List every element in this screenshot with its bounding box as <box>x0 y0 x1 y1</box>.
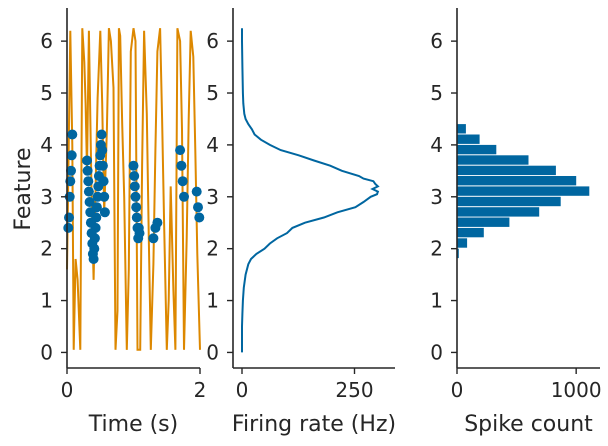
spike-point <box>128 160 139 171</box>
y-tick-label: 1 <box>206 289 219 313</box>
spike-point <box>66 165 76 176</box>
histogram-bar <box>457 165 556 176</box>
y-tick-label: 6 <box>430 29 443 53</box>
histogram-bar <box>457 124 466 134</box>
y-axis-label: Feature <box>11 147 36 230</box>
histogram-bar <box>457 134 480 144</box>
y-tick-label: 4 <box>430 133 443 157</box>
spike-point <box>99 207 110 218</box>
x-axis-label: Time (s) <box>88 412 178 437</box>
trajectory-line <box>66 27 201 351</box>
spike-point <box>191 186 202 197</box>
x-tick-label: 2 <box>194 378 207 402</box>
y-tick-label: 6 <box>40 29 53 53</box>
spike-point <box>97 145 108 156</box>
y-tick-label: 3 <box>40 185 53 209</box>
spike-point <box>176 160 187 171</box>
y-tick-label: 2 <box>430 237 443 261</box>
spike-point <box>83 186 94 197</box>
spike-point <box>175 145 186 156</box>
y-tick-label: 4 <box>40 133 53 157</box>
spike-point <box>91 202 102 213</box>
histogram-bar <box>457 186 590 196</box>
y-tick-label: 1 <box>430 289 443 313</box>
tuning-panel: 0 1 2 3 4 5 6 0 250 Firing rate (Hz) <box>206 8 396 437</box>
y-tick-label: 2 <box>40 237 53 261</box>
y-tick-label: 4 <box>206 133 219 157</box>
spike-point <box>131 202 142 213</box>
spike-point <box>63 222 74 233</box>
histogram-bar <box>457 144 497 155</box>
histogram-bar <box>457 248 459 259</box>
spike-point <box>177 176 188 187</box>
spike-point <box>129 171 140 181</box>
x-tick-label: 0 <box>61 378 74 402</box>
spike-point <box>134 228 145 239</box>
spike-point <box>99 191 110 202</box>
y-tick-label: 5 <box>206 81 219 105</box>
spike-point <box>130 191 141 202</box>
spike-point <box>194 212 205 223</box>
x-tick-label: 250 <box>335 378 373 402</box>
spike-point <box>152 217 163 228</box>
spike-point <box>89 233 100 244</box>
spike-point <box>88 254 99 264</box>
spike-point <box>193 202 203 213</box>
spike-point <box>84 197 95 207</box>
spike-point <box>67 129 78 140</box>
spike-point <box>98 176 109 187</box>
histogram-bar <box>457 155 529 165</box>
x-tick-label: 1000 <box>551 378 602 402</box>
x-axis-label: Spike count <box>464 412 593 437</box>
spike-point <box>66 150 77 161</box>
histogram-bar <box>457 176 577 186</box>
spike-point <box>82 165 93 176</box>
y-tick-label: 2 <box>206 237 219 261</box>
spike-point <box>83 176 94 187</box>
spike-point <box>131 212 142 223</box>
spike-point <box>148 233 159 244</box>
spike-point <box>89 243 100 254</box>
spike-point <box>82 155 92 166</box>
histogram-bar <box>457 207 540 217</box>
x-tick-label: 0 <box>451 378 464 402</box>
spike-point <box>97 160 108 171</box>
histogram-bar <box>457 196 561 207</box>
y-tick-label: 0 <box>206 340 219 364</box>
y-tick-label: 5 <box>40 81 53 105</box>
y-tick-label: 3 <box>206 185 219 209</box>
y-tick-label: 1 <box>40 289 53 313</box>
spike-point <box>90 222 101 233</box>
spike-point <box>65 176 76 187</box>
y-tick-label: 5 <box>430 81 443 105</box>
x-axis-label: Firing rate (Hz) <box>232 412 396 437</box>
y-tick-label: 0 <box>40 340 53 364</box>
x-tick-label: 0 <box>236 378 249 402</box>
spike-point <box>96 129 107 140</box>
tuning-curve-line <box>241 28 380 353</box>
histogram-panel: 0 1 2 3 4 5 6 0 1000 Spike count <box>430 8 602 437</box>
y-tick-label: 3 <box>430 185 443 209</box>
histogram-bar <box>457 238 468 248</box>
y-tick-label: 6 <box>206 29 219 53</box>
y-tick-label: 0 <box>430 340 443 364</box>
histogram-bar <box>457 227 484 238</box>
histogram-bar <box>457 217 510 227</box>
spike-point <box>91 212 102 223</box>
trajectory-panel: 0 1 2 3 4 5 6 0 2 Time (s) Feature <box>11 8 206 437</box>
spike-point <box>179 191 189 202</box>
spike-point <box>129 181 140 192</box>
spike-point <box>64 212 74 223</box>
